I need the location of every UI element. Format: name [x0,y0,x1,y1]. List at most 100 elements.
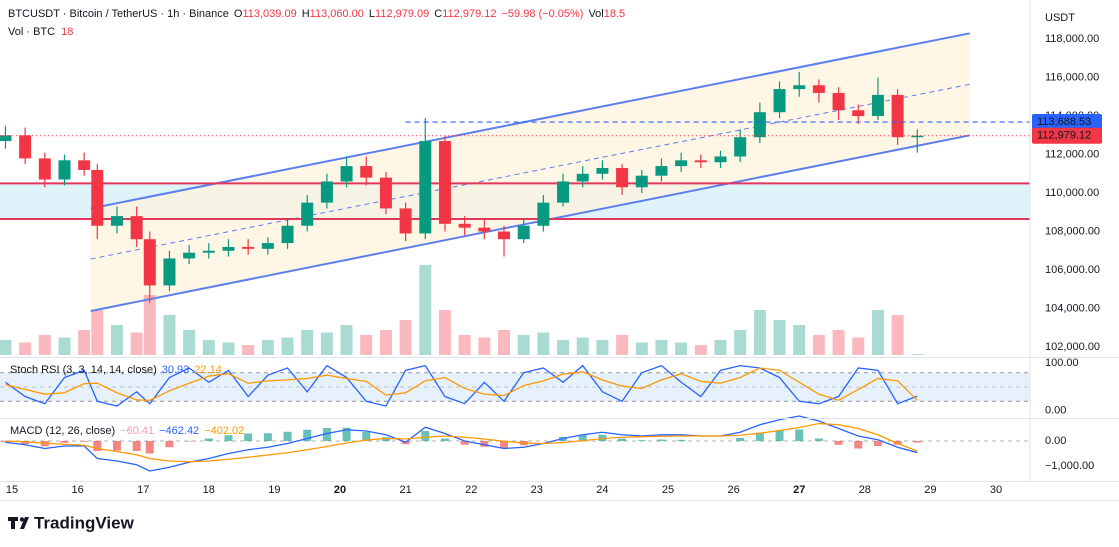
candle-body [694,160,707,163]
histogram-bar [814,438,823,441]
histogram-bar [185,441,194,442]
candle-body [793,85,806,90]
volume-bar [635,342,648,355]
candle-body [557,181,570,203]
volume-bar [340,325,353,355]
histogram-bar [132,441,141,451]
x-tick-label: 20 [334,484,346,496]
histogram-bar [204,438,213,441]
volume-bar [438,310,451,355]
histogram-bar [362,432,371,441]
volume-bar [832,330,845,355]
histogram-bar [677,439,686,441]
y-tick-label: 110,000.00 [1045,187,1099,199]
x-tick-label: 15 [6,484,18,496]
y-tick-label: 102,000.00 [1045,341,1100,353]
volume-bar [891,315,904,355]
band-fill [0,372,1030,402]
x-tick-label: 16 [71,484,83,496]
candle-body [871,94,884,117]
histogram-bar [21,441,30,444]
volume-bar [281,337,294,355]
ohlc-key: C [434,8,442,20]
histogram-bar [263,433,272,441]
volume-title: Vol · BTC [8,26,55,38]
candle-body [852,110,865,117]
pane-title: Stoch RSI (3, 3, 14, 14, close) 30.93 22.1… [10,364,222,376]
volume-bar [852,337,865,355]
volume-bar [360,335,373,355]
histogram-bar [736,438,745,441]
candle-body [616,168,629,188]
volume-bar [19,342,32,355]
histogram-bar [60,441,69,443]
candle-body [340,166,353,182]
pane-value: 30.93 [162,364,190,376]
candle-body [183,252,196,259]
price-label: 112,979.12 [1037,130,1091,142]
x-tick-label: 25 [662,484,674,496]
volume-bar [655,340,668,355]
ohlc-key: L [369,8,375,20]
candle-body [596,168,609,174]
volume-bar [753,310,766,355]
channel-upper [90,32,970,210]
candle-body [222,246,235,251]
y-tick-label: 0.00 [1045,405,1066,417]
volume-last: 18 [61,26,73,38]
y-tick-label: 118,000.00 [1045,33,1099,45]
y-tick-label: 104,000.00 [1045,302,1100,314]
candle-body [379,177,392,209]
volume-bar [399,320,412,355]
indicator-line [5,367,918,402]
ohlc-value: 112,979.12 [442,8,496,20]
channel-lower [90,134,970,312]
candle-body [38,158,51,180]
histogram-bar [480,441,489,447]
histogram-bar [913,441,922,443]
candle-body [537,202,550,226]
volume-bar [0,340,12,355]
volume-bar [478,337,491,355]
histogram-bar [80,441,89,442]
x-tick-label: 24 [596,484,608,496]
candle-body [360,166,373,178]
volume-line: Vol · BTC 18 [8,26,73,38]
volume-bar [78,330,91,355]
histogram-bar [224,435,233,441]
y-tick-label: 112,000.00 [1045,148,1099,160]
candle-body [635,175,648,188]
price-label: 113,688.53 [1037,116,1091,128]
histogram-bar [637,440,646,441]
x-tick-label: 30 [990,484,1002,496]
volume-value: 18.5 [604,8,625,20]
indicator-line [5,422,918,463]
candle-body [163,258,176,286]
volume-bar [130,332,143,355]
volume-bar [616,335,629,355]
volume-bar [202,340,215,355]
histogram-bar [854,441,863,449]
candle-body [576,173,589,182]
brand-logo: TradingView [8,513,135,532]
symbol: BTCUSDT · Bitcoin / TetherUS · 1h · Bina… [8,8,229,20]
histogram-bar [112,441,121,451]
histogram-bar [322,428,331,441]
histogram-bar [421,431,430,441]
histogram-bar [834,441,843,445]
ohlc-key: H [302,8,310,20]
pane-value: 22.14 [194,364,222,376]
volume-bar [557,340,570,355]
volume-bar [773,320,786,355]
histogram-bar [775,430,784,441]
candle-body [261,243,274,249]
x-tick-label: 28 [859,484,871,496]
candle-body [832,92,845,111]
volume-bar [38,335,51,355]
x-tick-label: 27 [793,484,805,496]
volume-bar [517,335,530,355]
y-tick-label: 106,000.00 [1045,264,1100,276]
volume-bar [458,335,471,355]
histogram-bar [165,441,174,448]
volume-bar [812,335,825,355]
